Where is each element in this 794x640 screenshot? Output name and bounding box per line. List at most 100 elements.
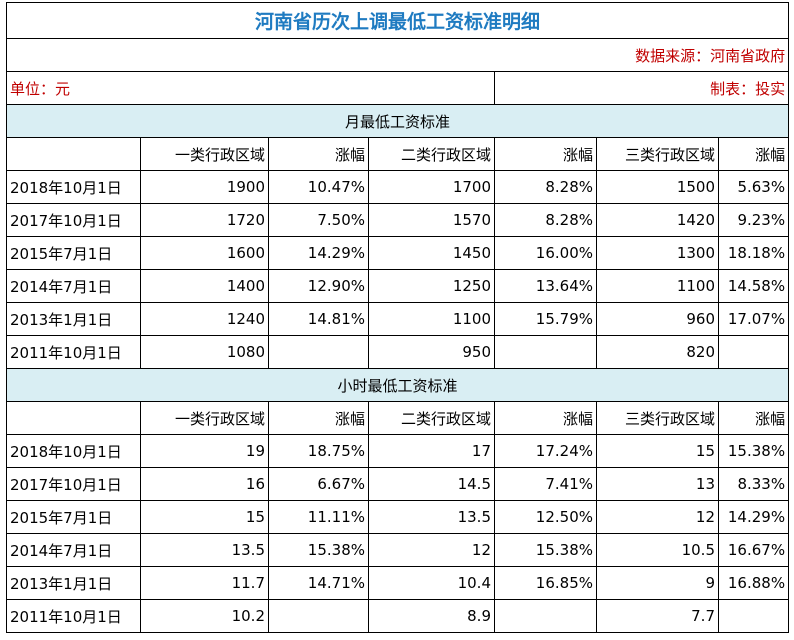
value-cell: 14.58% [717,269,790,303]
value-cell: 12.50% [494,500,597,534]
unit-row: 单位：元 制表：投实 [6,71,790,105]
date-cell: 2015年7月1日 [6,236,141,270]
value-cell: 1400 [140,269,269,303]
header-cell: 二类行政区域 [368,401,495,435]
header-row: 一类行政区域 涨幅 二类行政区域 涨幅 三类行政区域 涨幅 [6,401,790,435]
header-row: 一类行政区域 涨幅 二类行政区域 涨幅 三类行政区域 涨幅 [6,137,790,171]
value-cell: 11.7 [140,566,269,600]
value-cell: 18.75% [268,434,369,468]
date-cell: 2014年7月1日 [6,269,141,303]
value-cell: 11.11% [268,500,369,534]
header-cell: 一类行政区域 [140,401,269,435]
value-cell: 17.24% [494,434,597,468]
header-cell [6,401,141,435]
maker: 制表：投实 [493,71,790,105]
date-cell: 2017年10月1日 [6,467,141,501]
value-cell: 1570 [368,203,495,237]
value-cell: 1100 [368,302,495,336]
data-row: 2014年7月1日 1400 12.90% 1250 13.64% 1100 14.58% [6,269,790,303]
header-cell: 一类行政区域 [140,137,269,171]
header-cell [6,137,141,171]
value-cell: 16 [140,467,269,501]
date-cell: 2013年1月1日 [6,302,141,336]
data-row: 2014年7月1日 13.5 15.38% 12 15.38% 10.5 16.67% [6,533,790,567]
value-cell: 14.29% [268,236,369,270]
date-cell: 2018年10月1日 [6,434,141,468]
table-title: 河南省历次上调最低工资标准明细 [5,2,790,39]
value-cell: 8.28% [494,170,597,204]
value-cell: 1600 [140,236,269,270]
value-cell: 18.18% [717,236,790,270]
value-cell: 1420 [596,203,719,237]
value-cell: 6.67% [268,467,369,501]
value-cell: 16.85% [494,566,597,600]
data-row: 2013年1月1日 11.7 14.71% 10.4 16.85% 9 16.88% [6,566,790,600]
value-cell: 10.5 [596,533,719,567]
value-cell: 14.5 [368,467,495,501]
value-cell: 15 [596,434,719,468]
date-cell: 2011年10月1日 [6,335,141,369]
wage-table: 河南省历次上调最低工资标准明细 数据来源：河南省政府 单位：元 制表：投实 月最… [5,2,790,633]
value-cell: 15.79% [494,302,597,336]
table-body: 河南省历次上调最低工资标准明细 数据来源：河南省政府 单位：元 制表：投实 月最… [5,2,790,633]
value-cell: 9 [596,566,719,600]
header-cell: 涨幅 [717,401,790,435]
value-cell: 950 [368,335,495,369]
value-cell: 17 [368,434,495,468]
value-cell [494,335,597,369]
value-cell: 1300 [596,236,719,270]
header-cell: 涨幅 [268,401,369,435]
value-cell: 7.41% [494,467,597,501]
value-cell: 1250 [368,269,495,303]
header-cell: 涨幅 [268,137,369,171]
date-cell: 2014年7月1日 [6,533,141,567]
value-cell: 960 [596,302,719,336]
value-cell: 8.33% [717,467,790,501]
value-cell: 14.29% [717,500,790,534]
value-cell: 7.7 [596,599,719,633]
value-cell [717,335,790,369]
value-cell: 13.5 [368,500,495,534]
data-row: 2013年1月1日 1240 14.81% 1100 15.79% 960 17.07% [6,302,790,336]
date-cell: 2011年10月1日 [6,599,141,633]
value-cell: 15.38% [494,533,597,567]
value-cell: 1700 [368,170,495,204]
data-row: 2018年10月1日 19 18.75% 17 17.24% 15 15.38% [6,434,790,468]
value-cell [494,599,597,633]
value-cell: 12 [596,500,719,534]
value-cell: 1080 [140,335,269,369]
value-cell: 1720 [140,203,269,237]
header-cell: 涨幅 [494,401,597,435]
value-cell: 14.81% [268,302,369,336]
header-cell: 涨幅 [494,137,597,171]
date-cell: 2018年10月1日 [6,170,141,204]
value-cell: 8.9 [368,599,495,633]
value-cell: 19 [140,434,269,468]
date-cell: 2015年7月1日 [6,500,141,534]
value-cell: 16.00% [494,236,597,270]
date-cell: 2013年1月1日 [6,566,141,600]
value-cell: 1240 [140,302,269,336]
title-row: 河南省历次上调最低工资标准明细 [5,2,790,39]
value-cell: 13.5 [140,533,269,567]
value-cell: 1500 [596,170,719,204]
value-cell: 1900 [140,170,269,204]
data-row: 2015年7月1日 1600 14.29% 1450 16.00% 1300 18.18% [6,236,790,270]
value-cell: 15.38% [717,434,790,468]
header-cell: 三类行政区域 [596,401,719,435]
date-cell: 2017年10月1日 [6,203,141,237]
data-row: 2018年10月1日 1900 10.47% 1700 8.28% 1500 5.63% [6,170,790,204]
value-cell: 820 [596,335,719,369]
data-row: 2017年10月1日 16 6.67% 14.5 7.41% 13 8.33% [6,467,790,501]
value-cell: 12.90% [268,269,369,303]
data-row: 2011年10月1日 10.2 8.9 7.7 [6,599,790,633]
source-row: 数据来源：河南省政府 [5,38,790,72]
header-cell: 三类行政区域 [596,137,719,171]
value-cell: 10.2 [140,599,269,633]
section-title: 月最低工资标准 [5,104,790,138]
value-cell: 15.38% [268,533,369,567]
value-cell: 5.63% [717,170,790,204]
value-cell: 16.88% [717,566,790,600]
value-cell: 7.50% [268,203,369,237]
